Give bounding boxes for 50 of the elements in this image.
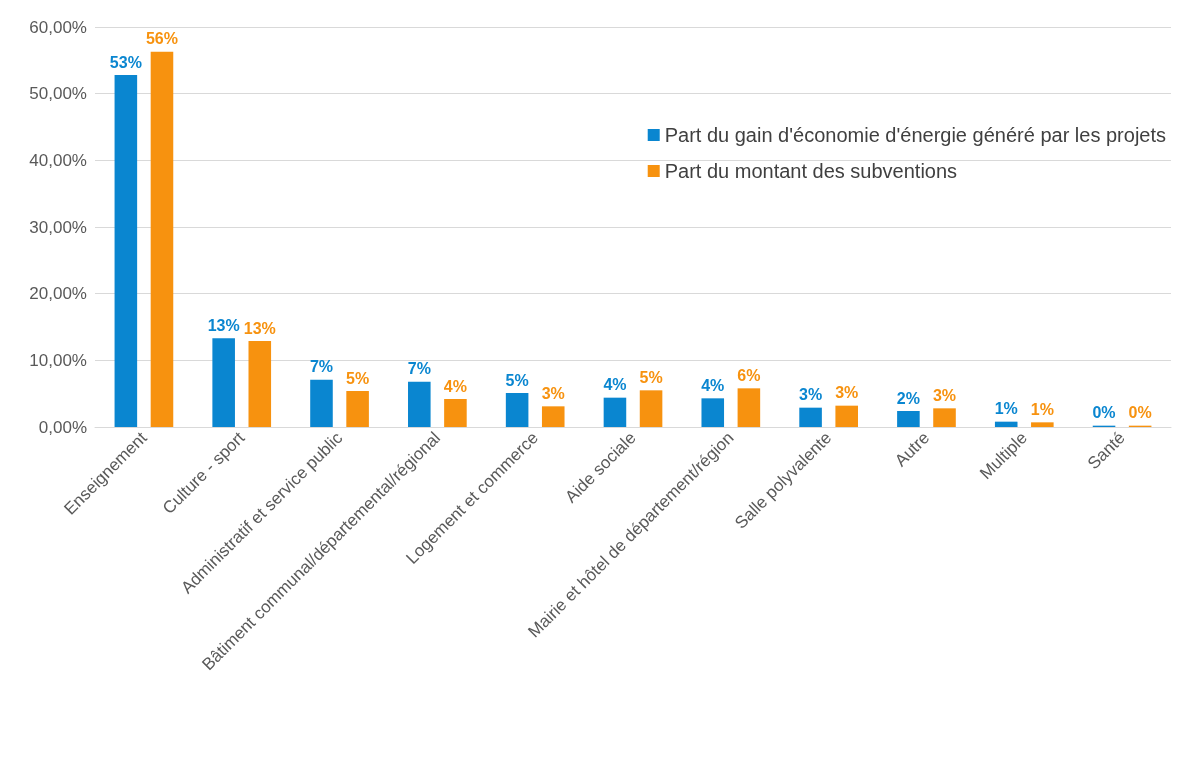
- data-label: 3%: [835, 384, 859, 402]
- bar: [897, 411, 920, 427]
- data-label: 13%: [243, 319, 276, 337]
- data-label: 0%: [1092, 404, 1116, 422]
- bar: [737, 388, 761, 427]
- data-label: 5%: [505, 371, 529, 389]
- bar: [639, 390, 663, 427]
- bar: [114, 75, 138, 427]
- bar: [541, 406, 565, 427]
- data-label: 56%: [145, 30, 178, 48]
- data-label: 4%: [701, 376, 725, 394]
- y-tick-label: 20,00%: [29, 284, 87, 304]
- bar: [408, 381, 431, 427]
- data-label: 3%: [932, 386, 957, 404]
- bar: [248, 341, 272, 427]
- bar: [150, 51, 174, 427]
- bar: [212, 338, 235, 427]
- data-label: 7%: [309, 358, 334, 376]
- data-label: 4%: [603, 376, 627, 394]
- data-label: 1%: [994, 400, 1018, 418]
- y-tick-label: 30,00%: [29, 217, 87, 237]
- data-label: 0%: [1128, 404, 1152, 422]
- y-tick-label: 40,00%: [29, 150, 87, 170]
- bar: [346, 391, 369, 427]
- legend-label: Part du montant des subventions: [664, 160, 958, 182]
- data-label: 13%: [207, 316, 240, 334]
- data-label: 5%: [639, 368, 663, 386]
- bar: [505, 393, 529, 427]
- data-label: 5%: [346, 369, 370, 387]
- bar: [603, 397, 627, 427]
- data-label: 6%: [737, 366, 761, 384]
- bar: [310, 379, 333, 427]
- y-tick-label: 50,00%: [29, 84, 87, 104]
- data-label: 3%: [799, 386, 823, 404]
- bar: [933, 408, 956, 427]
- bar: [444, 399, 467, 427]
- y-tick-label: 60,00%: [29, 17, 87, 37]
- bar: [701, 398, 725, 427]
- data-label: 4%: [443, 377, 467, 395]
- bar: [799, 407, 822, 427]
- data-label: 53%: [109, 53, 142, 71]
- data-label: 3%: [541, 384, 565, 402]
- bar: [994, 421, 1018, 427]
- data-label: 1%: [1030, 400, 1054, 418]
- y-tick-label: 10,00%: [29, 350, 87, 370]
- bar: [1031, 422, 1054, 427]
- bar: [835, 405, 858, 427]
- data-label: 7%: [407, 360, 431, 378]
- legend-label: Part du gain d'économie d'énergie généré par les projets: [664, 124, 1167, 146]
- data-label: 2%: [896, 389, 920, 407]
